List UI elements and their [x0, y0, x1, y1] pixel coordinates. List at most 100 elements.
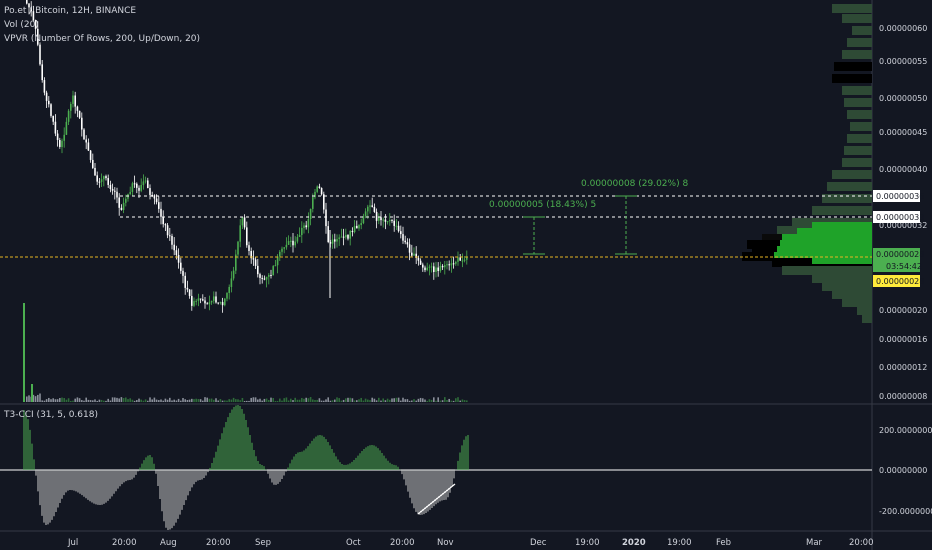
- volume-bars: [23, 303, 468, 402]
- volume-bar: [34, 396, 37, 402]
- volume-bar: [314, 400, 316, 402]
- vpvr-row: [842, 14, 872, 23]
- candle-body: [362, 216, 365, 224]
- price-tag-033: 0.00000033: [873, 211, 924, 223]
- time-label: Jul: [67, 538, 78, 548]
- candle-body: [136, 183, 138, 188]
- volume-bar: [158, 400, 160, 402]
- volume-bar: [316, 399, 318, 402]
- vpvr-row: [842, 158, 872, 167]
- price-axis[interactable]: 0.00000060 0.00000055 0.00000050 0.00000…: [879, 24, 927, 401]
- divergence-trendline[interactable]: [417, 483, 456, 515]
- candle-body: [367, 206, 369, 212]
- volume-bar: [193, 399, 195, 402]
- candle-body: [98, 181, 101, 183]
- candle-body: [404, 240, 406, 243]
- volume-bar: [147, 400, 149, 402]
- volume-bar: [217, 400, 219, 402]
- vpvr-row: [782, 266, 872, 275]
- vpvr-legend[interactable]: VPVR (Number Of Rows, 200, Up/Down, 20): [4, 34, 201, 44]
- time-label: Dec: [530, 538, 547, 548]
- volume-bar: [413, 399, 415, 402]
- volume-bar: [162, 400, 164, 402]
- candle-body: [237, 241, 239, 255]
- volume-bar: [356, 400, 358, 402]
- volume-bar: [345, 398, 347, 402]
- candle-body: [208, 302, 211, 305]
- candle-body: [140, 185, 142, 191]
- volume-bar: [360, 397, 362, 402]
- candle-body: [39, 44, 41, 65]
- time-label: Mar: [806, 538, 823, 548]
- volume-bar: [140, 399, 142, 402]
- candle-body: [391, 220, 393, 222]
- candle-body: [419, 260, 422, 265]
- candle-body: [393, 220, 395, 226]
- candle-body: [459, 257, 461, 261]
- volume-bar: [294, 397, 296, 402]
- price-tick: 0.00000055: [879, 57, 927, 66]
- volume-bar: [127, 399, 129, 402]
- volume-bar: [382, 398, 384, 402]
- price-tag-036: 0.00000036: [873, 190, 924, 202]
- volume-bar: [83, 400, 85, 402]
- volume-bar: [81, 400, 83, 402]
- volume-bar: [342, 399, 345, 402]
- volume-bar: [268, 400, 270, 402]
- volume-bar: [338, 398, 340, 402]
- price-tick: 0.00000016: [879, 335, 927, 344]
- candle-body: [287, 240, 290, 245]
- volume-bar: [331, 400, 334, 402]
- measure-tool-short[interactable]: [523, 216, 545, 255]
- volume-bar: [226, 400, 228, 402]
- candle-body: [92, 159, 94, 168]
- volume-bar: [92, 400, 94, 402]
- candle-body: [34, 20, 37, 29]
- oscillator-axis[interactable]: 200.00000000 0.00000000 -200.00000000: [879, 426, 932, 516]
- candle-body: [63, 134, 65, 141]
- volume-bar: [109, 400, 112, 402]
- vpvr-row: [812, 274, 872, 283]
- volume-bar: [54, 399, 57, 402]
- svg-text:0.00000036: 0.00000036: [876, 192, 924, 201]
- candle-body: [32, 11, 35, 21]
- volume-bar: [125, 397, 127, 402]
- volume-bar: [118, 398, 120, 402]
- volume-bar: [437, 397, 439, 402]
- candle-body: [382, 219, 384, 221]
- candle-body: [180, 262, 182, 271]
- vpvr-row: [847, 110, 872, 119]
- candle-body: [164, 224, 167, 226]
- candle-body: [26, 0, 28, 4]
- volume-bar: [56, 399, 59, 402]
- price-tick: 0.00000040: [879, 165, 927, 174]
- volume-bar: [336, 397, 338, 402]
- volume-bar: [274, 400, 277, 402]
- symbol-legend[interactable]: Po.et / Bitcoin, 12H, BINANCE: [4, 6, 137, 16]
- volume-bar: [455, 398, 457, 402]
- osc-tick: 0.00000000: [879, 466, 927, 475]
- svg-text:0.00000028: 0.00000028: [876, 277, 924, 286]
- volume-bar: [74, 398, 76, 402]
- candle-body: [380, 217, 382, 221]
- volume-bar: [210, 398, 213, 402]
- candle-body: [270, 274, 272, 276]
- candle-body: [298, 235, 301, 238]
- oscillator-legend[interactable]: T3-CCI (31, 5, 0.618): [4, 410, 98, 420]
- volume-bar: [327, 397, 329, 402]
- candle-body: [406, 242, 409, 245]
- volume-legend[interactable]: Vol (20): [4, 20, 39, 30]
- time-axis[interactable]: Jul 20:00 Aug 20:00 Sep Oct 20:00 Nov De…: [67, 538, 874, 548]
- candle-body: [186, 287, 189, 290]
- volume-bar: [151, 399, 153, 402]
- volume-bar: [213, 399, 215, 402]
- candle-body: [94, 167, 96, 176]
- volume-bar: [96, 400, 98, 402]
- volume-bar: [65, 399, 68, 402]
- volume-bar: [235, 399, 237, 402]
- volume-bar: [160, 399, 162, 402]
- volume-bar: [309, 397, 312, 402]
- candle-body: [120, 207, 123, 210]
- measure-tool-long[interactable]: [615, 195, 637, 255]
